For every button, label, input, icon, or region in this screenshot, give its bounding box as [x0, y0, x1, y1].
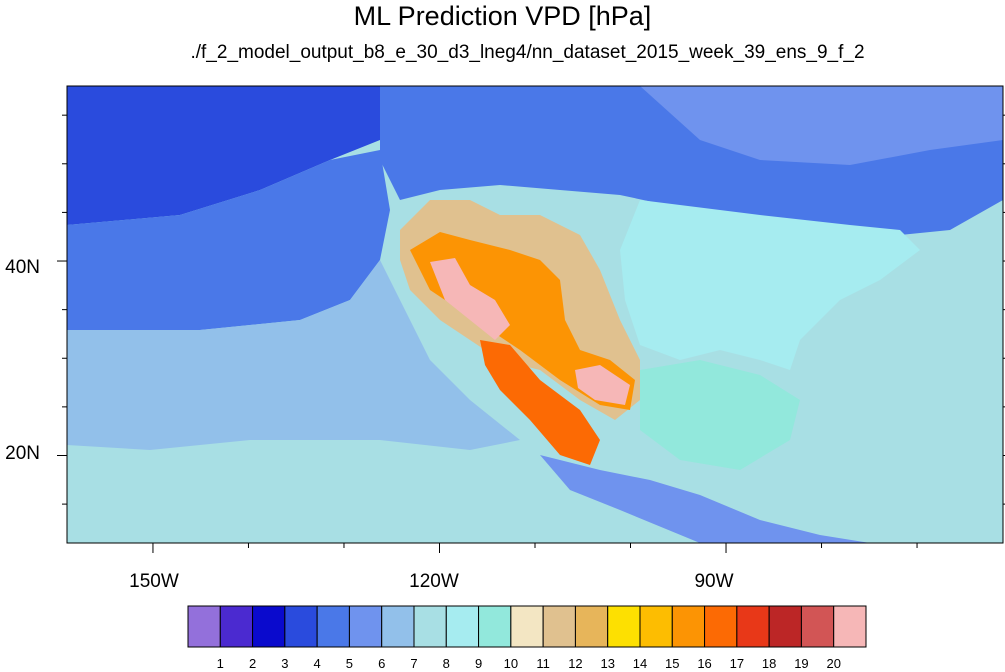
colorbar-label: 9 [474, 656, 483, 671]
colorbar-swatch [187, 605, 221, 648]
field-region-gulf-of-mexico [640, 360, 800, 470]
field-region-hudson-region [640, 86, 1003, 165]
colorbar-swatch [833, 605, 867, 648]
colorbar-label: 12 [568, 656, 583, 671]
colorbar-swatch [348, 605, 383, 648]
lon-label-120w: 120W [409, 571, 459, 592]
lon-label-90w: 90W [694, 571, 734, 592]
colorbar-label: 17 [729, 656, 745, 671]
colorbar-swatch [510, 605, 544, 648]
map-title: ML Prediction VPD [hPa] [353, 1, 652, 31]
colorbar-label: 2 [248, 656, 257, 671]
colorbar-swatch [542, 605, 576, 648]
lat-label-20n: 20N [5, 443, 40, 464]
field-region-north-pacific [67, 86, 410, 225]
field-region-eastern-us [620, 200, 920, 370]
colorbar-label: 10 [503, 656, 519, 671]
colorbar-label: 1 [216, 656, 224, 671]
colorbar-swatch [316, 605, 350, 648]
field-region-central-america [540, 455, 870, 543]
colorbar-label: 6 [378, 656, 386, 671]
lat-label-40n: 40N [5, 257, 40, 278]
colorbar-label: 20 [826, 656, 841, 671]
colorbar-label: 19 [794, 656, 809, 671]
colorbar-swatch [284, 605, 318, 648]
colorbar-swatch [252, 605, 286, 648]
field-region-mexico [480, 340, 600, 465]
colorbar-swatch [445, 605, 480, 648]
colorbar-label: 18 [761, 656, 777, 671]
colorbar-swatch [413, 605, 447, 648]
colorbar-swatch [704, 605, 738, 648]
field-region-central-pacific [67, 150, 390, 330]
lon-label-150w: 150W [129, 571, 179, 592]
colorbar-swatch [671, 605, 706, 648]
colorbar-label: 15 [665, 656, 680, 671]
colorbar-label: 4 [313, 656, 321, 671]
colorbar-label: 11 [536, 656, 550, 671]
colorbar-swatch [478, 605, 512, 648]
colorbar-label: 14 [632, 656, 648, 671]
colorbar-label: 13 [600, 656, 615, 671]
colorbar-swatch [768, 605, 802, 648]
colorbar [187, 605, 867, 648]
colorbar-label: 16 [697, 656, 712, 671]
colorbar-swatch [607, 605, 641, 648]
colorbar-label: 3 [281, 656, 289, 671]
map-subtitle: ./f_2_model_output_b8_e_30_d3_lneg4/nn_d… [190, 42, 865, 63]
colorbar-label: 8 [442, 656, 450, 671]
colorbar-swatch [639, 605, 673, 648]
axis-ticks [57, 114, 1005, 553]
field-region-subtropical-pacific [67, 260, 520, 450]
field-region-southwest-core [430, 258, 630, 405]
colorbar-swatch [574, 605, 609, 648]
colorbar-swatch [800, 605, 835, 648]
colorbar-label: 7 [410, 656, 418, 671]
colorbar-swatch [219, 605, 254, 648]
colorbar-swatch [381, 605, 415, 648]
colorbar-label: 5 [345, 656, 354, 671]
colorbar-swatch [736, 605, 770, 648]
field-region-southwest-hot [410, 232, 635, 410]
